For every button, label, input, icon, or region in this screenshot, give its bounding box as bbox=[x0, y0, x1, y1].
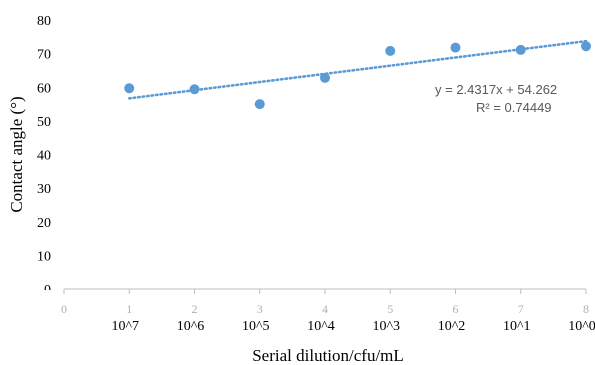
y-tick-label: 20 bbox=[37, 216, 51, 231]
x-axis-category-labels: 10^7 10^6 10^5 10^4 10^3 10^2 10^1 10^0 bbox=[111, 319, 595, 334]
x-axis-numeric-ticks: 0 1 2 3 4 5 6 7 8 bbox=[40, 290, 595, 316]
data-point bbox=[385, 45, 396, 56]
y-tick-label: 40 bbox=[37, 149, 51, 164]
data-point bbox=[189, 84, 200, 95]
y-tick-label: 60 bbox=[37, 81, 51, 96]
y-axis-ticks: 01020304050607080 bbox=[37, 14, 51, 298]
data-point bbox=[450, 42, 461, 53]
y-axis-title: Contact angle (°) bbox=[7, 96, 26, 212]
x-category-label: 10^5 bbox=[242, 319, 270, 334]
x-category-label: 10^1 bbox=[503, 319, 531, 334]
x-category-label: 10^4 bbox=[307, 319, 335, 334]
x-tick-number: 8 bbox=[583, 302, 589, 316]
x-axis-title: Serial dilution/cfu/mL bbox=[252, 346, 404, 365]
data-point bbox=[254, 99, 265, 110]
x-category-label: 10^7 bbox=[111, 319, 139, 334]
x-tick-number: 3 bbox=[257, 302, 263, 316]
x-tick-number: 0 bbox=[61, 302, 67, 316]
x-label-mask bbox=[40, 290, 595, 303]
y-tick-label: 70 bbox=[37, 48, 51, 63]
data-point bbox=[124, 83, 135, 94]
data-points bbox=[124, 41, 591, 110]
trendline-r-squared: R² = 0.74449 bbox=[476, 100, 552, 115]
x-category-label: 10^6 bbox=[177, 319, 205, 334]
x-axis-tick-marks bbox=[63, 289, 587, 294]
trendline-equation: y = 2.4317x + 54.262 bbox=[435, 82, 557, 97]
y-tick-label: 80 bbox=[37, 14, 51, 29]
x-category-label: 10^0 bbox=[568, 319, 595, 334]
trendline bbox=[127, 39, 588, 100]
x-tick-number: 6 bbox=[453, 302, 459, 316]
x-tick-number: 4 bbox=[322, 302, 328, 316]
x-category-label: 10^2 bbox=[438, 319, 466, 334]
data-point bbox=[581, 41, 591, 52]
x-tick-number: 1 bbox=[126, 302, 132, 316]
y-tick-label: 30 bbox=[37, 182, 51, 197]
x-tick-number: 7 bbox=[518, 302, 524, 316]
x-tick-number: 5 bbox=[387, 302, 393, 316]
data-point bbox=[515, 44, 526, 55]
data-point bbox=[320, 72, 330, 83]
y-tick-label: 10 bbox=[37, 249, 51, 264]
x-category-label: 10^3 bbox=[372, 319, 400, 334]
y-tick-label: 50 bbox=[37, 115, 51, 130]
x-tick-number: 2 bbox=[192, 302, 198, 316]
